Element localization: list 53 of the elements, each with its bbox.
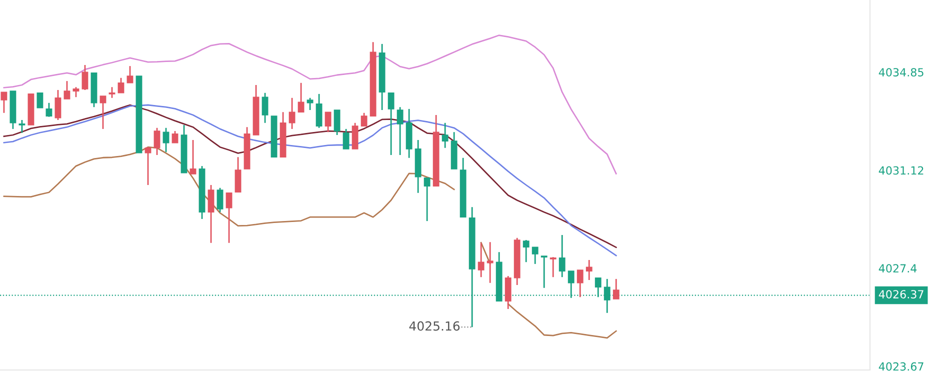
candlestick	[396, 106, 404, 156]
candlestick	[262, 92, 268, 124]
candlestick	[0, 91, 8, 114]
candlestick	[586, 259, 592, 281]
candlestick	[334, 109, 340, 136]
candlestick	[54, 89, 62, 121]
candlestick	[226, 192, 232, 244]
candlestick	[72, 86, 80, 98]
candlestick	[540, 255, 548, 289]
candlestick	[190, 139, 196, 175]
candlestick	[306, 97, 314, 111]
candlestick	[388, 92, 394, 156]
candlestick	[154, 127, 160, 156]
annotation: 4025.16	[409, 321, 460, 331]
candlestick	[316, 93, 322, 129]
candlestick	[352, 122, 358, 150]
ref-line-label: 4026.37	[878, 290, 924, 298]
candlestick	[558, 234, 566, 278]
candlestick	[118, 77, 124, 94]
candlestick	[162, 127, 170, 153]
candlestick	[486, 241, 494, 284]
candlestick	[576, 269, 584, 298]
candlestick	[234, 156, 242, 193]
y-tick-label: 4027.4	[878, 264, 917, 273]
candlestick	[100, 95, 106, 130]
candlestick	[324, 111, 332, 133]
y-tick-label: 4031.12	[878, 166, 924, 175]
candlestick	[342, 128, 350, 150]
candlestick	[298, 82, 304, 113]
candlestick	[208, 184, 214, 244]
candlestick	[126, 65, 134, 84]
candlestick	[288, 97, 296, 130]
candlestick	[550, 256, 556, 278]
candlestick	[478, 242, 484, 278]
candlestick	[424, 177, 430, 222]
y-tick-label: 4023.67	[878, 362, 924, 371]
candlestick	[46, 102, 52, 118]
candlestick	[442, 122, 448, 149]
candlestick	[216, 187, 224, 213]
candlestick	[504, 275, 512, 310]
candlestick	[108, 86, 116, 99]
candlestick	[36, 92, 44, 108]
candlestick	[172, 130, 178, 144]
y-tick-label: 4034.85	[878, 68, 924, 76]
candlestick	[18, 119, 26, 134]
candlestick	[64, 80, 70, 100]
candlestick	[360, 112, 368, 127]
candlestick	[82, 64, 88, 91]
candlestick	[532, 246, 538, 265]
candlestick	[612, 278, 620, 300]
candlestick	[144, 146, 152, 186]
line-series	[3, 34, 617, 174]
candlestick	[522, 239, 530, 263]
